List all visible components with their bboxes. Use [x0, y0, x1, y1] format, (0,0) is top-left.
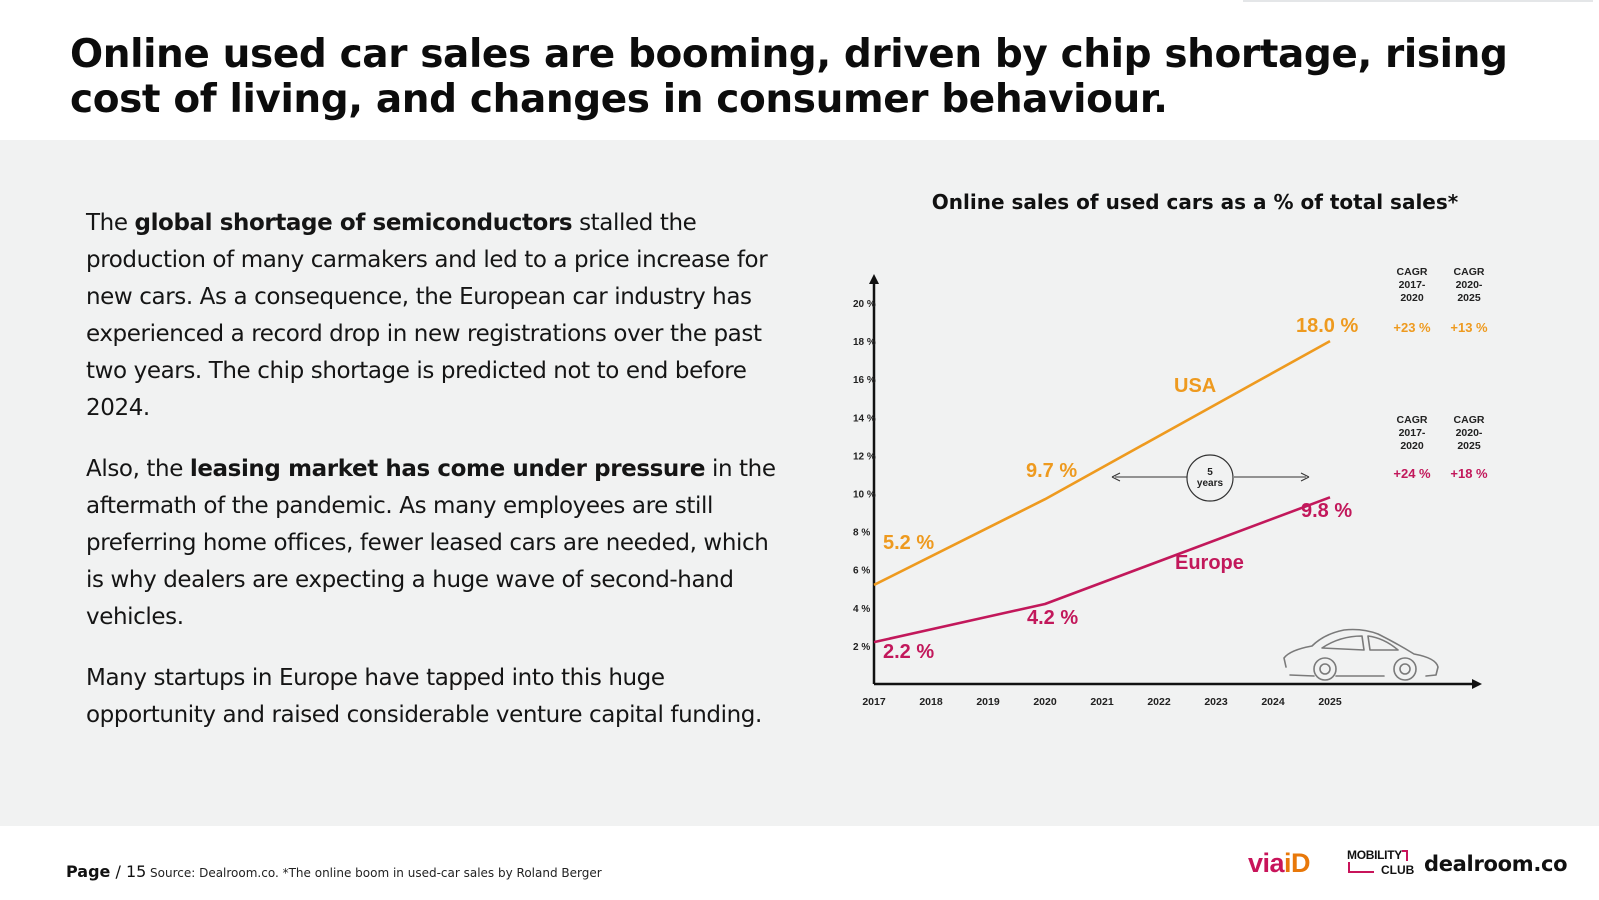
x-tick-label: 2020 — [1033, 696, 1057, 708]
data-label-usa: 5.2 % — [883, 532, 934, 554]
cagr-header-line: 2020- — [1455, 279, 1483, 291]
y-tick-label: 8 % — [853, 528, 870, 539]
data-label-usa: 18.0 % — [1296, 315, 1358, 337]
period-unit: years — [1197, 478, 1224, 489]
series-name-europe: Europe — [1175, 552, 1244, 574]
y-tick-label: 6 % — [853, 566, 870, 577]
page-number: Page / 15 — [66, 862, 146, 881]
y-tick-label: 14 % — [853, 413, 876, 424]
cagr-header-usa-2017-2020: CAGR 2017- 2020 — [1389, 266, 1435, 305]
mobility-logo-top: MOBILITY — [1347, 848, 1402, 862]
cagr-europe-2020-2025: +18 % — [1450, 466, 1488, 481]
cagr-header-line: CAGR — [1453, 414, 1485, 426]
cagr-header-line: 2020 — [1400, 292, 1424, 304]
mobility-logo-bracket — [1402, 850, 1408, 861]
cagr-usa-2020-2025: +13 % — [1450, 320, 1488, 335]
period-badge — [1186, 454, 1234, 502]
y-tick-label: 10 % — [853, 490, 876, 501]
x-tick-label: 2024 — [1261, 696, 1285, 708]
y-tick-label: 20 % — [853, 299, 876, 310]
chart-area: 2017 2018 2019 2020 2021 2022 2023 2024 2025 2 % 4… — [850, 262, 1550, 732]
cagr-header-line: 2020 — [1400, 440, 1424, 452]
series-name-usa: USA — [1174, 375, 1216, 397]
x-tick-label: 2018 — [919, 696, 943, 708]
x-tick-label: 2019 — [976, 696, 1000, 708]
paragraph-text: stalled the production of many carmakers… — [86, 210, 768, 421]
x-tick-label: 2017 — [862, 696, 886, 708]
car-icon — [1313, 657, 1337, 681]
cagr-usa-2017-2020: +23 % — [1393, 320, 1431, 335]
cagr-header-line: CAGR — [1396, 266, 1428, 278]
period-arrow-right-head — [1300, 472, 1310, 482]
paragraph-text: The — [86, 210, 135, 236]
viaid-logo: viaiD — [1248, 848, 1311, 879]
car-icon — [1319, 663, 1331, 675]
y-tick-label: 18 % — [853, 337, 876, 348]
series-line-europe — [873, 496, 1331, 644]
viaid-logo-via: via — [1248, 848, 1285, 878]
mobility-club-logo: MOBILITY CLUB — [1347, 848, 1415, 880]
car-icon — [1393, 657, 1417, 681]
page-title: Online used car sales are booming, drive… — [70, 32, 1508, 122]
cagr-header-europe-2017-2020: CAGR 2017- 2020 — [1389, 414, 1435, 453]
y-axis-arrow — [869, 274, 879, 284]
cagr-header-line: 2017- — [1398, 427, 1426, 439]
x-tick-label: 2023 — [1204, 696, 1228, 708]
car-icon — [1283, 628, 1439, 677]
y-tick-label: 2 % — [853, 642, 870, 653]
cagr-header-europe-2020-2025: CAGR 2020- 2025 — [1446, 414, 1492, 453]
data-label-europe: 9.8 % — [1301, 500, 1352, 522]
top-divider — [1243, 0, 1593, 2]
x-axis-arrow — [1472, 679, 1482, 689]
chart-title: Online sales of used cars as a % of tota… — [931, 190, 1459, 214]
x-tick-label: 2021 — [1090, 696, 1114, 708]
x-tick-label: 2022 — [1147, 696, 1171, 708]
paragraph-startups: Many startups in Europe have tapped into… — [86, 665, 762, 728]
paragraph-emphasis: global shortage of semiconductors — [134, 210, 573, 236]
cagr-header-line: 2025 — [1457, 292, 1481, 304]
paragraph-semiconductors: The global shortage of semiconductors st… — [86, 205, 786, 427]
dealroom-logo: dealroom.co — [1424, 852, 1568, 876]
paragraph-text: in the aftermath of the pandemic. As man… — [86, 456, 776, 630]
cagr-header-line: 2020- — [1455, 427, 1483, 439]
cagr-header-line: CAGR — [1396, 414, 1428, 426]
series-line-usa — [873, 339, 1331, 587]
period-arrow-left-head — [1111, 472, 1121, 482]
cagr-header-line: 2025 — [1457, 440, 1481, 452]
paragraph-text: Also, the — [86, 456, 190, 482]
page-label: Page — [66, 862, 111, 881]
car-icon — [1399, 663, 1411, 675]
y-tick-label: 12 % — [853, 451, 876, 462]
cagr-header-line: CAGR — [1453, 266, 1485, 278]
source-note: Source: Dealroom.co. *The online boom in… — [150, 866, 602, 880]
paragraph-emphasis: leasing market has come under pressure — [189, 456, 706, 482]
mobility-logo-bottom: CLUB — [1381, 863, 1415, 877]
data-label-europe: 2.2 % — [883, 641, 934, 663]
y-tick-label: 4 % — [853, 604, 870, 615]
data-label-europe: 4.2 % — [1027, 607, 1078, 629]
car-icon — [1321, 635, 1399, 651]
page-count: / 15 — [115, 862, 147, 881]
data-label-usa: 9.7 % — [1026, 460, 1077, 482]
cagr-header-usa-2020-2025: CAGR 2020- 2025 — [1446, 266, 1492, 305]
mobility-logo-bracket — [1348, 862, 1374, 873]
viaid-logo-id: iD — [1284, 848, 1311, 878]
x-tick-label: 2025 — [1318, 696, 1342, 708]
period-number: 5 — [1207, 467, 1213, 478]
body-text: The global shortage of semiconductors st… — [86, 205, 786, 758]
cagr-europe-2017-2020: +24 % — [1393, 466, 1431, 481]
line-chart: 2017 2018 2019 2020 2021 2022 2023 2024 2025 2 % 4… — [853, 274, 1482, 708]
cagr-header-line: 2017- — [1398, 279, 1426, 291]
paragraph-leasing: Also, the leasing market has come under … — [86, 451, 786, 636]
y-tick-label: 16 % — [853, 375, 876, 386]
